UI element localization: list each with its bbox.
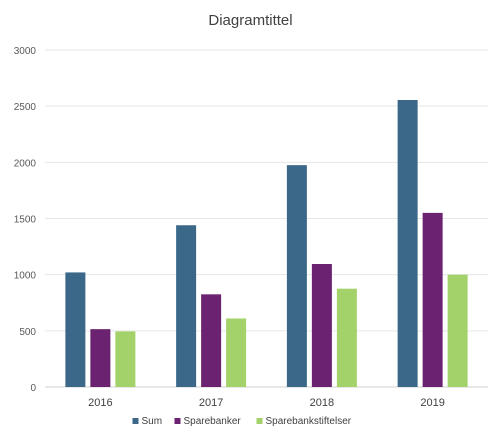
- y-tick-label: 1000: [14, 271, 37, 282]
- bars: [65, 99, 468, 387]
- x-tick-label: 2019: [420, 397, 444, 409]
- legend: Sum Sparebanker Sparebankstiftelser: [132, 416, 352, 427]
- bar-sparebankstiftelser-2016: [115, 331, 136, 387]
- y-tick-label: 500: [19, 327, 36, 338]
- x-tick-label: 2016: [88, 397, 112, 409]
- y-tick-label: 0: [30, 383, 36, 394]
- legend-entry: Sparebanker: [184, 416, 242, 427]
- legend-entry: Sparebankstiftelser: [266, 416, 352, 427]
- bar-sparebankstiftelser-2019: [447, 274, 468, 387]
- bar-sparebanker-2019: [422, 212, 443, 387]
- y-axis-ticks: 0 500 1000 1500 2000 2500 3000: [14, 46, 37, 394]
- legend-swatch: [256, 418, 263, 424]
- bar-sum-2016: [65, 272, 86, 387]
- bar-sparebankstiftelser-2017: [226, 318, 247, 387]
- bar-sparebanker-2016: [90, 329, 111, 387]
- bar-sum-2019: [397, 99, 418, 387]
- gridlines: [45, 49, 488, 388]
- y-tick-label: 1500: [14, 215, 37, 226]
- legend-swatch: [132, 418, 139, 424]
- bar-sum-2017: [176, 225, 197, 387]
- bar-sum-2018: [286, 165, 307, 387]
- y-tick-label: 2000: [14, 158, 37, 169]
- y-tick-label: 3000: [14, 46, 37, 57]
- y-tick-label: 2500: [14, 102, 37, 113]
- chart-title: Diagramtittel: [208, 12, 293, 29]
- x-tick-label: 2017: [199, 397, 223, 409]
- bar-sparebanker-2018: [311, 263, 332, 387]
- bar-sparebanker-2017: [201, 294, 222, 387]
- legend-swatch: [174, 418, 181, 424]
- bar-sparebankstiftelser-2018: [336, 288, 357, 387]
- x-tick-label: 2018: [310, 397, 334, 409]
- legend-entry: Sum: [142, 416, 163, 427]
- x-axis: 2016 2017 2018 2019: [88, 397, 445, 409]
